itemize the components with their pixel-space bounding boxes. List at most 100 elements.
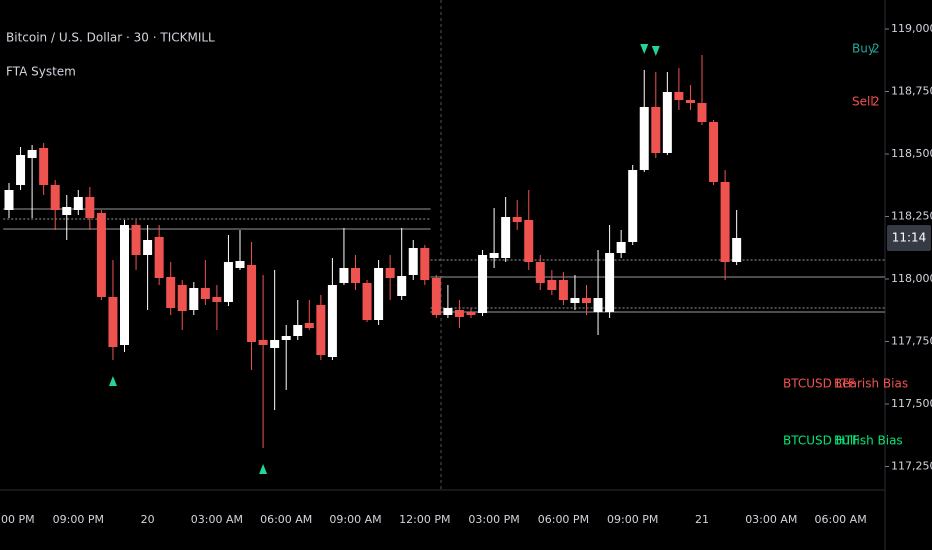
- candle-body: [200, 288, 210, 299]
- candle-body: [535, 262, 545, 283]
- candle-body: [397, 276, 407, 296]
- candle-body: [154, 237, 164, 278]
- candle-body: [662, 92, 672, 153]
- candle-body: [732, 238, 742, 262]
- sell-signal: [640, 44, 649, 54]
- candle-body: [593, 298, 603, 312]
- candle-body: [420, 248, 430, 280]
- candle-body: [293, 325, 303, 336]
- candle-body: [316, 305, 326, 355]
- candle-body: [143, 240, 153, 255]
- y-tick-label: 118,250.00: [891, 210, 932, 223]
- candle-body: [478, 255, 488, 313]
- candle-body: [177, 285, 187, 311]
- candle-body: [223, 262, 233, 302]
- bias-symbol: BTCUSD HTF: [783, 434, 859, 448]
- x-tick-label: 09:00 PM: [53, 513, 104, 526]
- buy-label: Buy: [852, 42, 875, 56]
- sell-count: 2: [872, 95, 880, 109]
- x-tick-label: 12:00 PM: [399, 513, 450, 526]
- y-tick-label: 117,500.00: [891, 397, 932, 410]
- x-tick-label: 09:00 AM: [329, 513, 381, 526]
- candle-body: [39, 148, 49, 185]
- candle-body: [327, 285, 337, 357]
- candle-body: [96, 213, 106, 297]
- candle-body: [605, 253, 615, 312]
- buy-signal: [259, 464, 268, 474]
- x-tick-label: 06:00 AM: [814, 513, 866, 526]
- sell-label: Sell: [852, 95, 874, 109]
- candle-body: [131, 225, 141, 255]
- indicator-name: FTA System: [6, 65, 76, 79]
- candle-body: [374, 268, 384, 320]
- candle-body: [454, 310, 464, 317]
- x-tick-label: 09:00 PM: [607, 513, 658, 526]
- x-tick-label: 20: [141, 513, 155, 526]
- candle-body: [501, 217, 511, 258]
- candle-body: [304, 323, 314, 328]
- y-tick-label: 117,750.00: [891, 335, 932, 348]
- candle-body: [616, 242, 626, 253]
- candle-body: [431, 278, 441, 315]
- candle-body: [281, 336, 291, 340]
- buy-count: 2: [872, 42, 880, 56]
- candle-body: [120, 225, 129, 345]
- candle-body: [16, 155, 26, 185]
- candle-body: [166, 277, 176, 308]
- candle-body: [4, 190, 14, 210]
- candle-body: [258, 340, 268, 345]
- chart-title: Bitcoin / U.S. Dollar · 30 · TICKMILL: [6, 31, 215, 45]
- bias-symbol: BTCUSD LTF: [783, 377, 855, 391]
- countdown: 11:14: [892, 231, 927, 245]
- sell-signal: [651, 46, 660, 56]
- x-tick-label: 03:00 PM: [468, 513, 519, 526]
- candle-body: [720, 182, 730, 262]
- candle-body: [524, 220, 534, 262]
- candle-body: [385, 268, 395, 278]
- buy-signal: [108, 376, 117, 386]
- candle-body: [339, 268, 349, 283]
- candle-body: [685, 100, 695, 103]
- candle-body: [189, 288, 199, 310]
- candle-body: [651, 107, 661, 153]
- candle-body: [27, 150, 37, 158]
- x-tick-label: 06:00 PM: [0, 513, 35, 526]
- candle-body: [351, 268, 360, 283]
- x-tick-label: 03:00 AM: [745, 513, 797, 526]
- candle-body: [512, 217, 522, 222]
- candle-body: [212, 297, 222, 302]
- y-tick-label: 118,750.00: [891, 85, 932, 98]
- candle-body: [639, 107, 649, 170]
- candle-body: [408, 248, 418, 275]
- candle-body: [709, 122, 719, 182]
- candle-body: [628, 170, 638, 242]
- x-tick-label: 06:00 AM: [260, 513, 312, 526]
- candle-body: [582, 298, 591, 303]
- y-tick-label: 118,500.00: [891, 147, 932, 160]
- x-tick-label: 06:00 PM: [538, 513, 589, 526]
- candle-body: [674, 92, 684, 100]
- candle-body: [443, 308, 453, 315]
- y-tick-label: 119,000.00: [891, 22, 932, 35]
- x-tick-label: 03:00 AM: [191, 513, 243, 526]
- candle-body: [62, 207, 72, 215]
- candle-body: [489, 253, 499, 258]
- y-tick-label: 117,250.00: [891, 460, 932, 473]
- candle-body: [73, 197, 83, 210]
- candle-body: [270, 340, 280, 348]
- countdown-box: [887, 225, 931, 251]
- candle-body: [85, 197, 95, 218]
- candle-body: [570, 298, 580, 303]
- candle-body: [50, 185, 60, 210]
- bias-text: Bearish Bias: [834, 377, 908, 391]
- candle-body: [362, 283, 372, 320]
- y-tick-label: 118,000.00: [891, 272, 932, 285]
- bias-text: Bullish Bias: [834, 434, 903, 448]
- candle-body: [235, 261, 245, 268]
- x-tick-label: 21: [695, 513, 709, 526]
- candle-body: [697, 103, 707, 122]
- candle-body: [108, 297, 118, 347]
- candle-body: [558, 280, 568, 300]
